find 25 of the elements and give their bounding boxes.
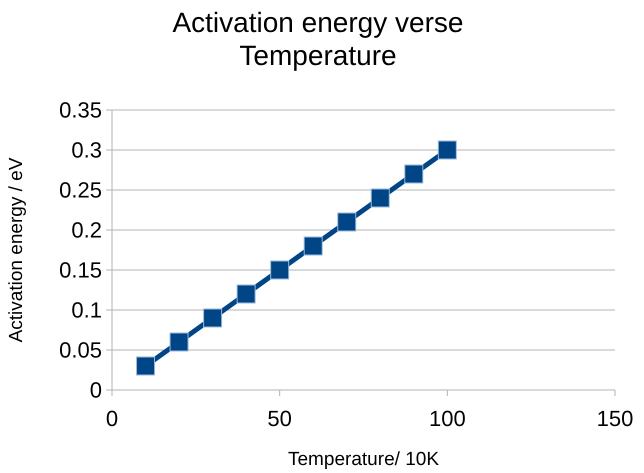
point (337, 212, 356, 232)
y-tick-label: 0.1 (71, 298, 102, 323)
x-tick-label: 0 (106, 406, 118, 431)
point (438, 140, 457, 160)
x-tick-label: 50 (267, 406, 292, 431)
point (170, 332, 189, 352)
x-tick-label: 100 (428, 406, 466, 431)
y-tick-label: 0.2 (71, 218, 102, 243)
y-axis-title: Activation energy / eV (6, 157, 27, 342)
y-tick-label: 0.25 (59, 178, 102, 203)
y-tick-label: 0.35 (59, 98, 102, 123)
point (136, 356, 156, 376)
point (270, 260, 290, 280)
chart-title: Activation energy verse Temperature (172, 7, 464, 71)
y-tick-label: 0 (90, 378, 102, 403)
point (236, 284, 256, 304)
point (304, 236, 323, 256)
point (370, 188, 390, 208)
point (404, 164, 424, 184)
x-axis-title: Temperature/ 10K (288, 449, 440, 470)
y-tick-label: 0.05 (59, 338, 102, 363)
x-tick-label: 150 (596, 406, 634, 431)
point (203, 308, 222, 328)
y-tick-label: 0.15 (59, 258, 102, 283)
y-tick-label: 0.3 (71, 138, 102, 163)
